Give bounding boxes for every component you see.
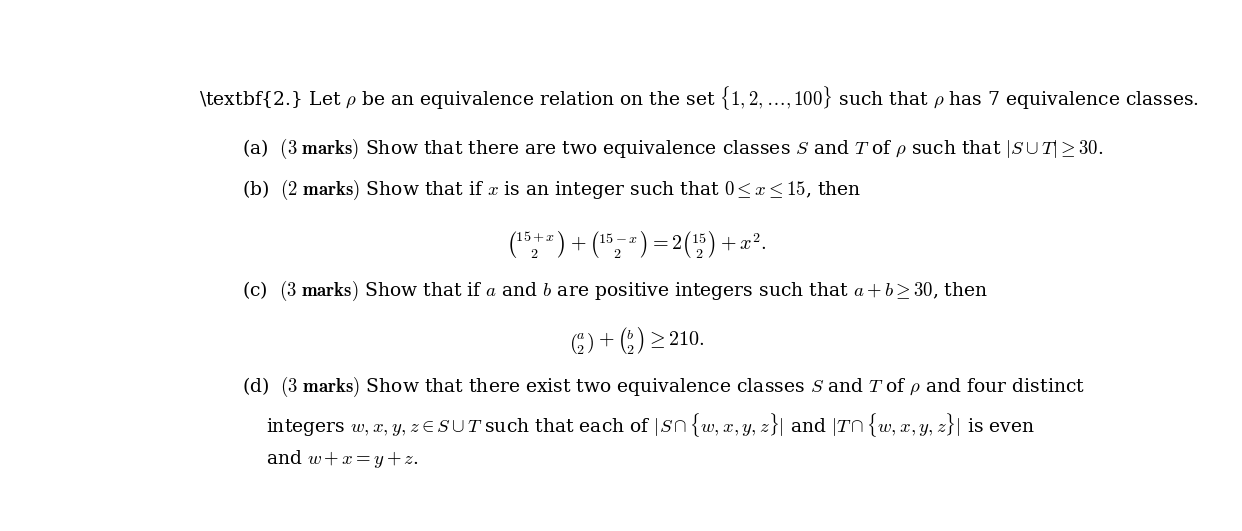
Text: integers $w, x, y, z \in S \cup T$ such that each of $|S \cap \{w, x, y, z\}|$ a: integers $w, x, y, z \in S \cup T$ such … xyxy=(266,411,1035,439)
Text: and $w + x = y + z$.: and $w + x = y + z$. xyxy=(266,448,419,470)
Text: (c)  $\mathbf{(3\ marks)}$ Show that if $a$ and $b$ are positive integers such t: (c) $\mathbf{(3\ marks)}$ Show that if $… xyxy=(242,278,989,303)
Text: (b)  $\mathbf{(2\ marks)}$ Show that if $x$ is an integer such that $0 \leq x \l: (b) $\mathbf{(2\ marks)}$ Show that if $… xyxy=(242,178,861,202)
Text: $\binom{a}{2} + \binom{b}{2} \geq 210.$: $\binom{a}{2} + \binom{b}{2} \geq 210.$ xyxy=(569,326,704,356)
Text: (a)  $\mathbf{(3\ marks)}$ Show that there are two equivalence classes $S$ and $: (a) $\mathbf{(3\ marks)}$ Show that ther… xyxy=(242,138,1103,161)
Text: (d)  $\mathbf{(3\ marks)}$ Show that there exist two equivalence classes $S$ and: (d) $\mathbf{(3\ marks)}$ Show that ther… xyxy=(242,374,1086,399)
Text: $\binom{15+x}{2} + \binom{15-x}{2} = 2\binom{15}{2} + x^2.$: $\binom{15+x}{2} + \binom{15-x}{2} = 2\b… xyxy=(505,229,768,260)
Text: \textbf{2.} Let $\rho$ be an equivalence relation on the set $\{1, 2, \ldots, 10: \textbf{2.} Let $\rho$ be an equivalence… xyxy=(199,84,1199,112)
